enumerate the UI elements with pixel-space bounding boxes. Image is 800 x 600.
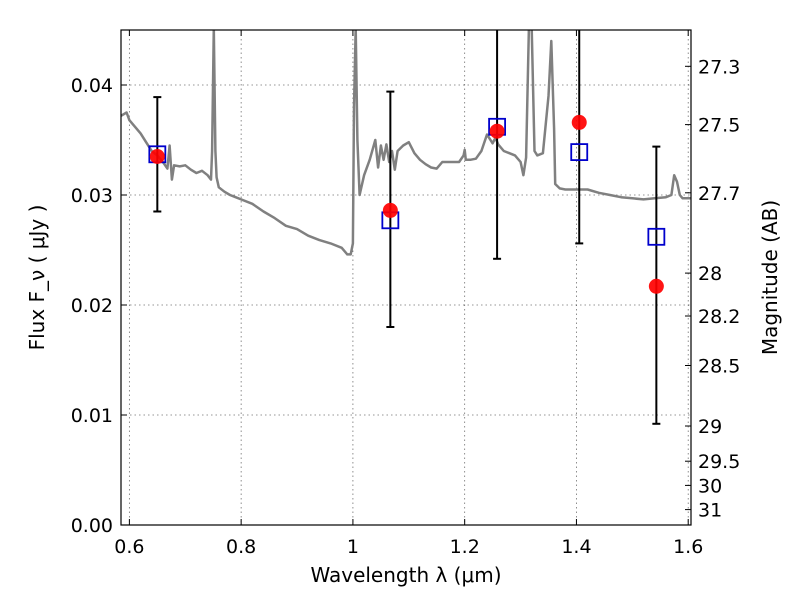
x-tick-label: 1 [347,536,359,558]
right-tick-label: 28.5 [698,356,740,378]
y-tick-label: 0.00 [71,515,113,537]
observed-flux-point [382,202,398,218]
y-tick-label: 0.02 [71,295,113,317]
x-tick-label: 0.8 [226,536,256,558]
right-tick-label: 30 [698,475,722,497]
x-tick-label: 1.2 [450,536,480,558]
right-tick-label: 31 [698,500,722,522]
labels: 0.6 0.8 1 1.2 1.4 1.6 0.00 0.01 0.02 0.03 0.04 27.3… [25,56,782,587]
y-tick-label: 0.01 [71,405,113,427]
model-flux-square [647,227,666,246]
ticks [121,30,691,526]
observed-flux-point [149,149,165,164]
right-tick-label: 29 [698,416,722,438]
right-tick-label: 29.5 [698,451,740,473]
x-axis-label: Wavelength λ (μm) [310,563,501,587]
model-spectrum-line [121,30,691,256]
right-tick-label: 27.5 [698,115,740,137]
y-axis-label: Flux F_ν ( μJy ) [25,205,49,351]
x-tick-label: 1.6 [673,536,703,558]
right-tick-label: 28.2 [698,306,740,328]
right-tick-label: 28 [698,263,722,285]
model-flux-square [570,143,589,162]
right-tick-label: 27.7 [698,183,740,205]
observed-flux-point [648,278,664,294]
grid [121,30,691,526]
plot-frame [120,29,692,526]
right-axis-label: Magnitude (AB) [758,200,782,355]
observed-flux-point [489,123,505,139]
x-tick-label: 1.4 [561,536,591,558]
observed-flux-point [571,114,587,130]
x-tick-label: 0.6 [114,536,144,558]
right-tick-label: 27.3 [698,56,740,78]
data-layer [121,30,691,425]
y-tick-label: 0.04 [71,75,113,97]
y-tick-label: 0.03 [71,185,113,207]
